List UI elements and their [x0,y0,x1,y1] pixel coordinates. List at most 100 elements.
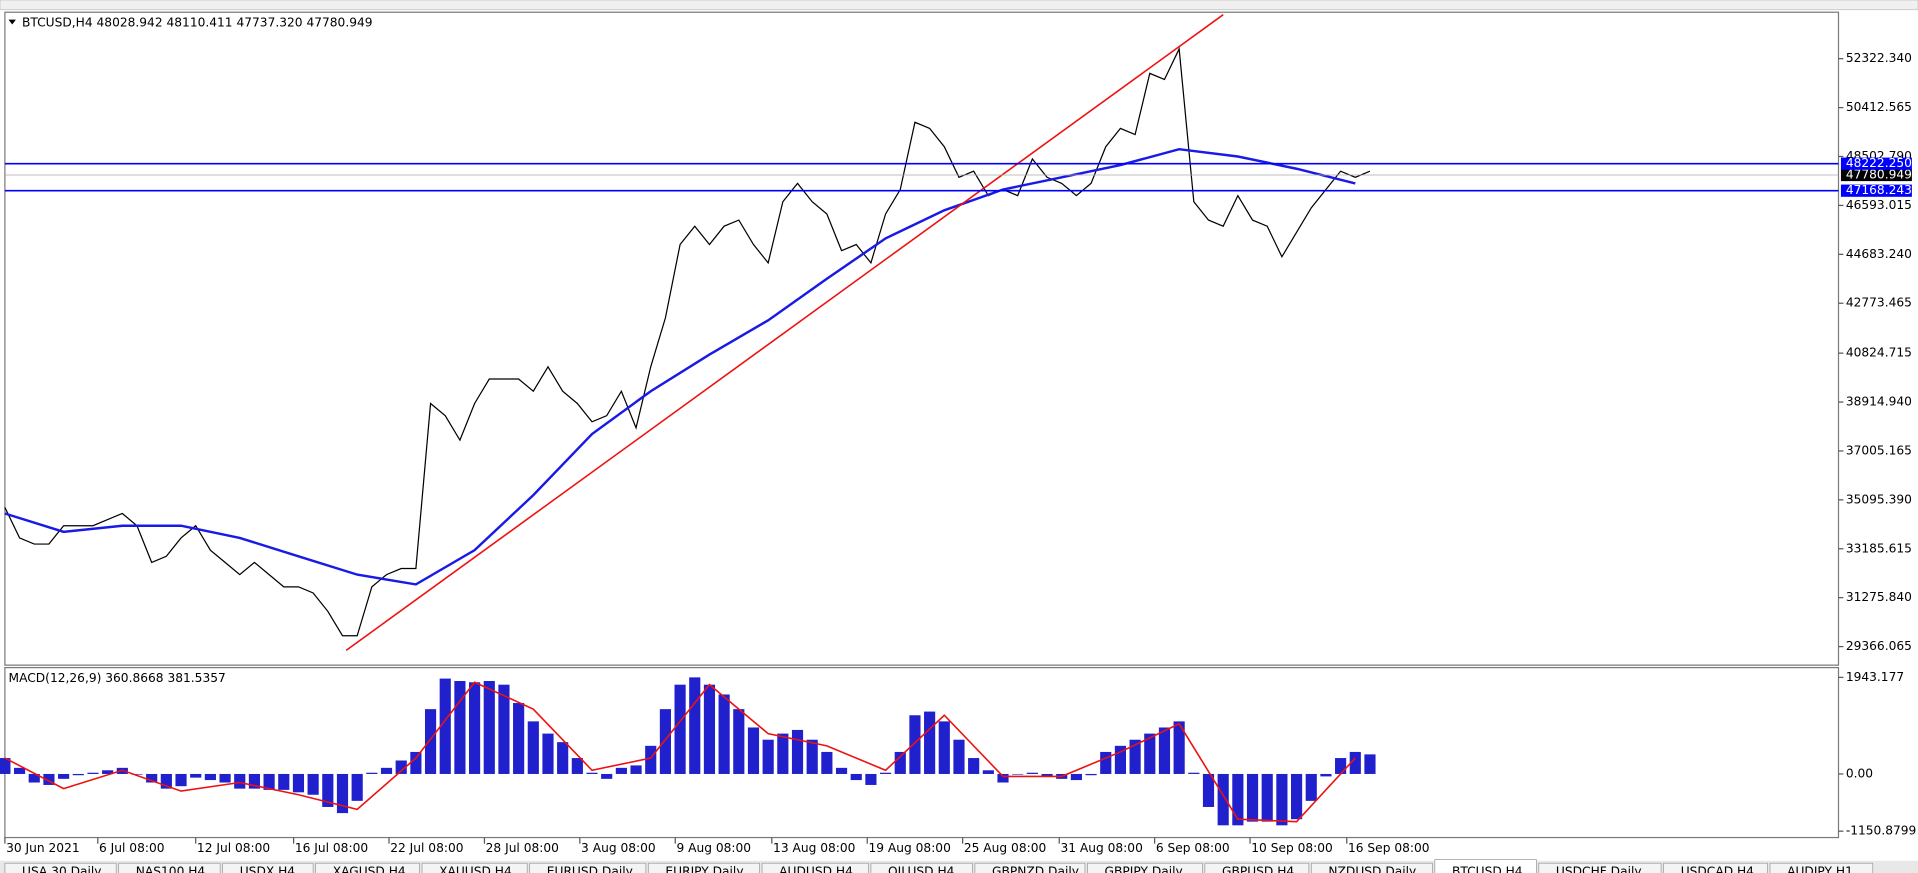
x-tick-label: 3 Aug 08:00 [581,841,656,855]
macd-bar [777,733,789,774]
y-tick-label: 44683.240 [1846,247,1912,261]
y-tick-label: 38914.940 [1846,395,1912,409]
level-tag [1840,157,1912,170]
symbol-tab[interactable] [421,862,528,873]
macd-bar [615,767,627,774]
symbol-tab[interactable] [1087,862,1203,873]
macd-bar [1188,772,1200,774]
macd-bar [557,742,569,774]
macd-bar [924,711,936,774]
tab-label[interactable]: USDX,H4 [240,864,296,873]
macd-bar [850,773,862,781]
symbol-tab[interactable] [1434,859,1537,873]
symbol-tab[interactable] [529,862,647,873]
symbol-tab[interactable] [1204,862,1310,873]
symbol-tab[interactable] [4,862,117,873]
tab-label[interactable]: BTCUSD,H4 [1452,864,1523,873]
macd-bar [410,751,422,774]
tab-label[interactable]: USA 30,Daily [22,864,102,873]
macd-bar [248,773,260,789]
symbol-tab[interactable] [1663,862,1768,873]
x-tick-label: 25 Aug 08:00 [964,841,1046,855]
macd-bar [1070,773,1082,781]
tab-label[interactable]: EURJPY,Daily [665,864,743,873]
x-tick-label: 16 Sep 08:00 [1348,841,1430,855]
symbol-tab[interactable] [647,862,760,873]
symbol-tab[interactable] [974,862,1086,873]
tab-label[interactable]: XAUUSD,H4 [439,864,512,873]
macd-bar [1114,745,1127,774]
menu-arrow[interactable] [8,19,16,25]
macd-bar [982,770,994,774]
signal-line [4,681,1356,823]
tab-label[interactable]: OILUSD,H4 [888,864,955,873]
x-tick-label: 28 Jul 08:00 [486,841,559,855]
x-tick-label: 30 Jun 2021 [6,841,80,855]
toolbar [0,0,1918,11]
tab-label[interactable]: GBPJPY,Daily [1105,864,1183,873]
symbol-tab[interactable] [1310,862,1433,873]
tab-label[interactable]: GBPNZD,Daily [992,864,1079,873]
y-tick-label: -1150.8799 [1846,824,1917,838]
tab-label[interactable]: AUDUSD,H4 [779,864,853,873]
y-tick-label: 46593.015 [1846,198,1912,212]
symbol-tab[interactable] [118,862,221,873]
tab-label[interactable]: EURUSD,Daily [547,864,633,873]
tab-label[interactable]: NAS100,H4 [136,864,206,873]
macd-bar [674,684,686,774]
tab-label[interactable]: USDCAD,H4 [1681,864,1754,873]
macd-bar [87,772,99,774]
macd-bar [263,773,275,790]
x-tick-label: 31 Aug 08:00 [1060,841,1142,855]
macd-bar [292,773,305,793]
macd-bar [322,773,334,807]
tab-label[interactable]: USDCHF,Daily [1556,864,1642,873]
macd-bar [1364,754,1376,774]
symbol-tab[interactable] [1538,862,1662,873]
macd-bar [0,758,11,774]
x-tick-label: 19 Aug 08:00 [868,841,950,855]
macd-bar [894,751,906,774]
macd-pane [4,666,1840,839]
macd-bar [645,745,657,774]
trend-line [345,14,1224,652]
y-tick-label: 31275.840 [1846,590,1912,604]
macd-bar [72,773,84,776]
price-pane [4,11,1840,666]
symbol-tab[interactable] [1769,862,1874,873]
macd-bar [747,727,760,774]
y-tick-label: 37005.165 [1846,443,1912,457]
macd-bar [1276,773,1288,826]
level-label: 47168.243 [1846,183,1912,197]
macd-bar [43,773,55,785]
macd-bar [58,773,70,779]
y-tick-label: 33185.615 [1846,541,1912,555]
symbol-tab[interactable] [870,862,973,873]
level-tag [1840,184,1912,197]
macd-bar [703,684,716,774]
y-tick-label: 29366.065 [1846,639,1912,653]
macd-bar [733,709,745,774]
macd-bar [953,739,965,774]
macd-bar [659,709,671,774]
tab-label[interactable]: GBPUSD,H4 [1222,864,1294,873]
moving-average [4,147,1356,586]
macd-bar [1217,773,1229,826]
tab-label[interactable]: XAGUSD,H4 [333,864,406,873]
tab-label[interactable]: AUDJPY,H1 [1787,864,1853,873]
symbol-tab[interactable] [761,862,869,873]
macd-bar [542,733,554,774]
macd-bar [1335,758,1347,774]
symbol-tab[interactable] [222,862,314,873]
symbol-tab[interactable] [315,862,420,873]
macd-bar [880,772,892,774]
current-price-label: 47780.949 [1846,167,1912,181]
macd-bar [601,773,613,779]
y-tick-label: 1943.177 [1846,670,1904,684]
x-tick-label: 6 Sep 08:00 [1156,841,1230,855]
x-tick-label: 22 Jul 08:00 [390,841,463,855]
tab-label[interactable]: NZDUSD,Daily [1328,864,1416,873]
macd-bar [234,773,246,789]
macd-bar [718,694,730,774]
x-tick-label: 9 Aug 08:00 [676,841,751,855]
